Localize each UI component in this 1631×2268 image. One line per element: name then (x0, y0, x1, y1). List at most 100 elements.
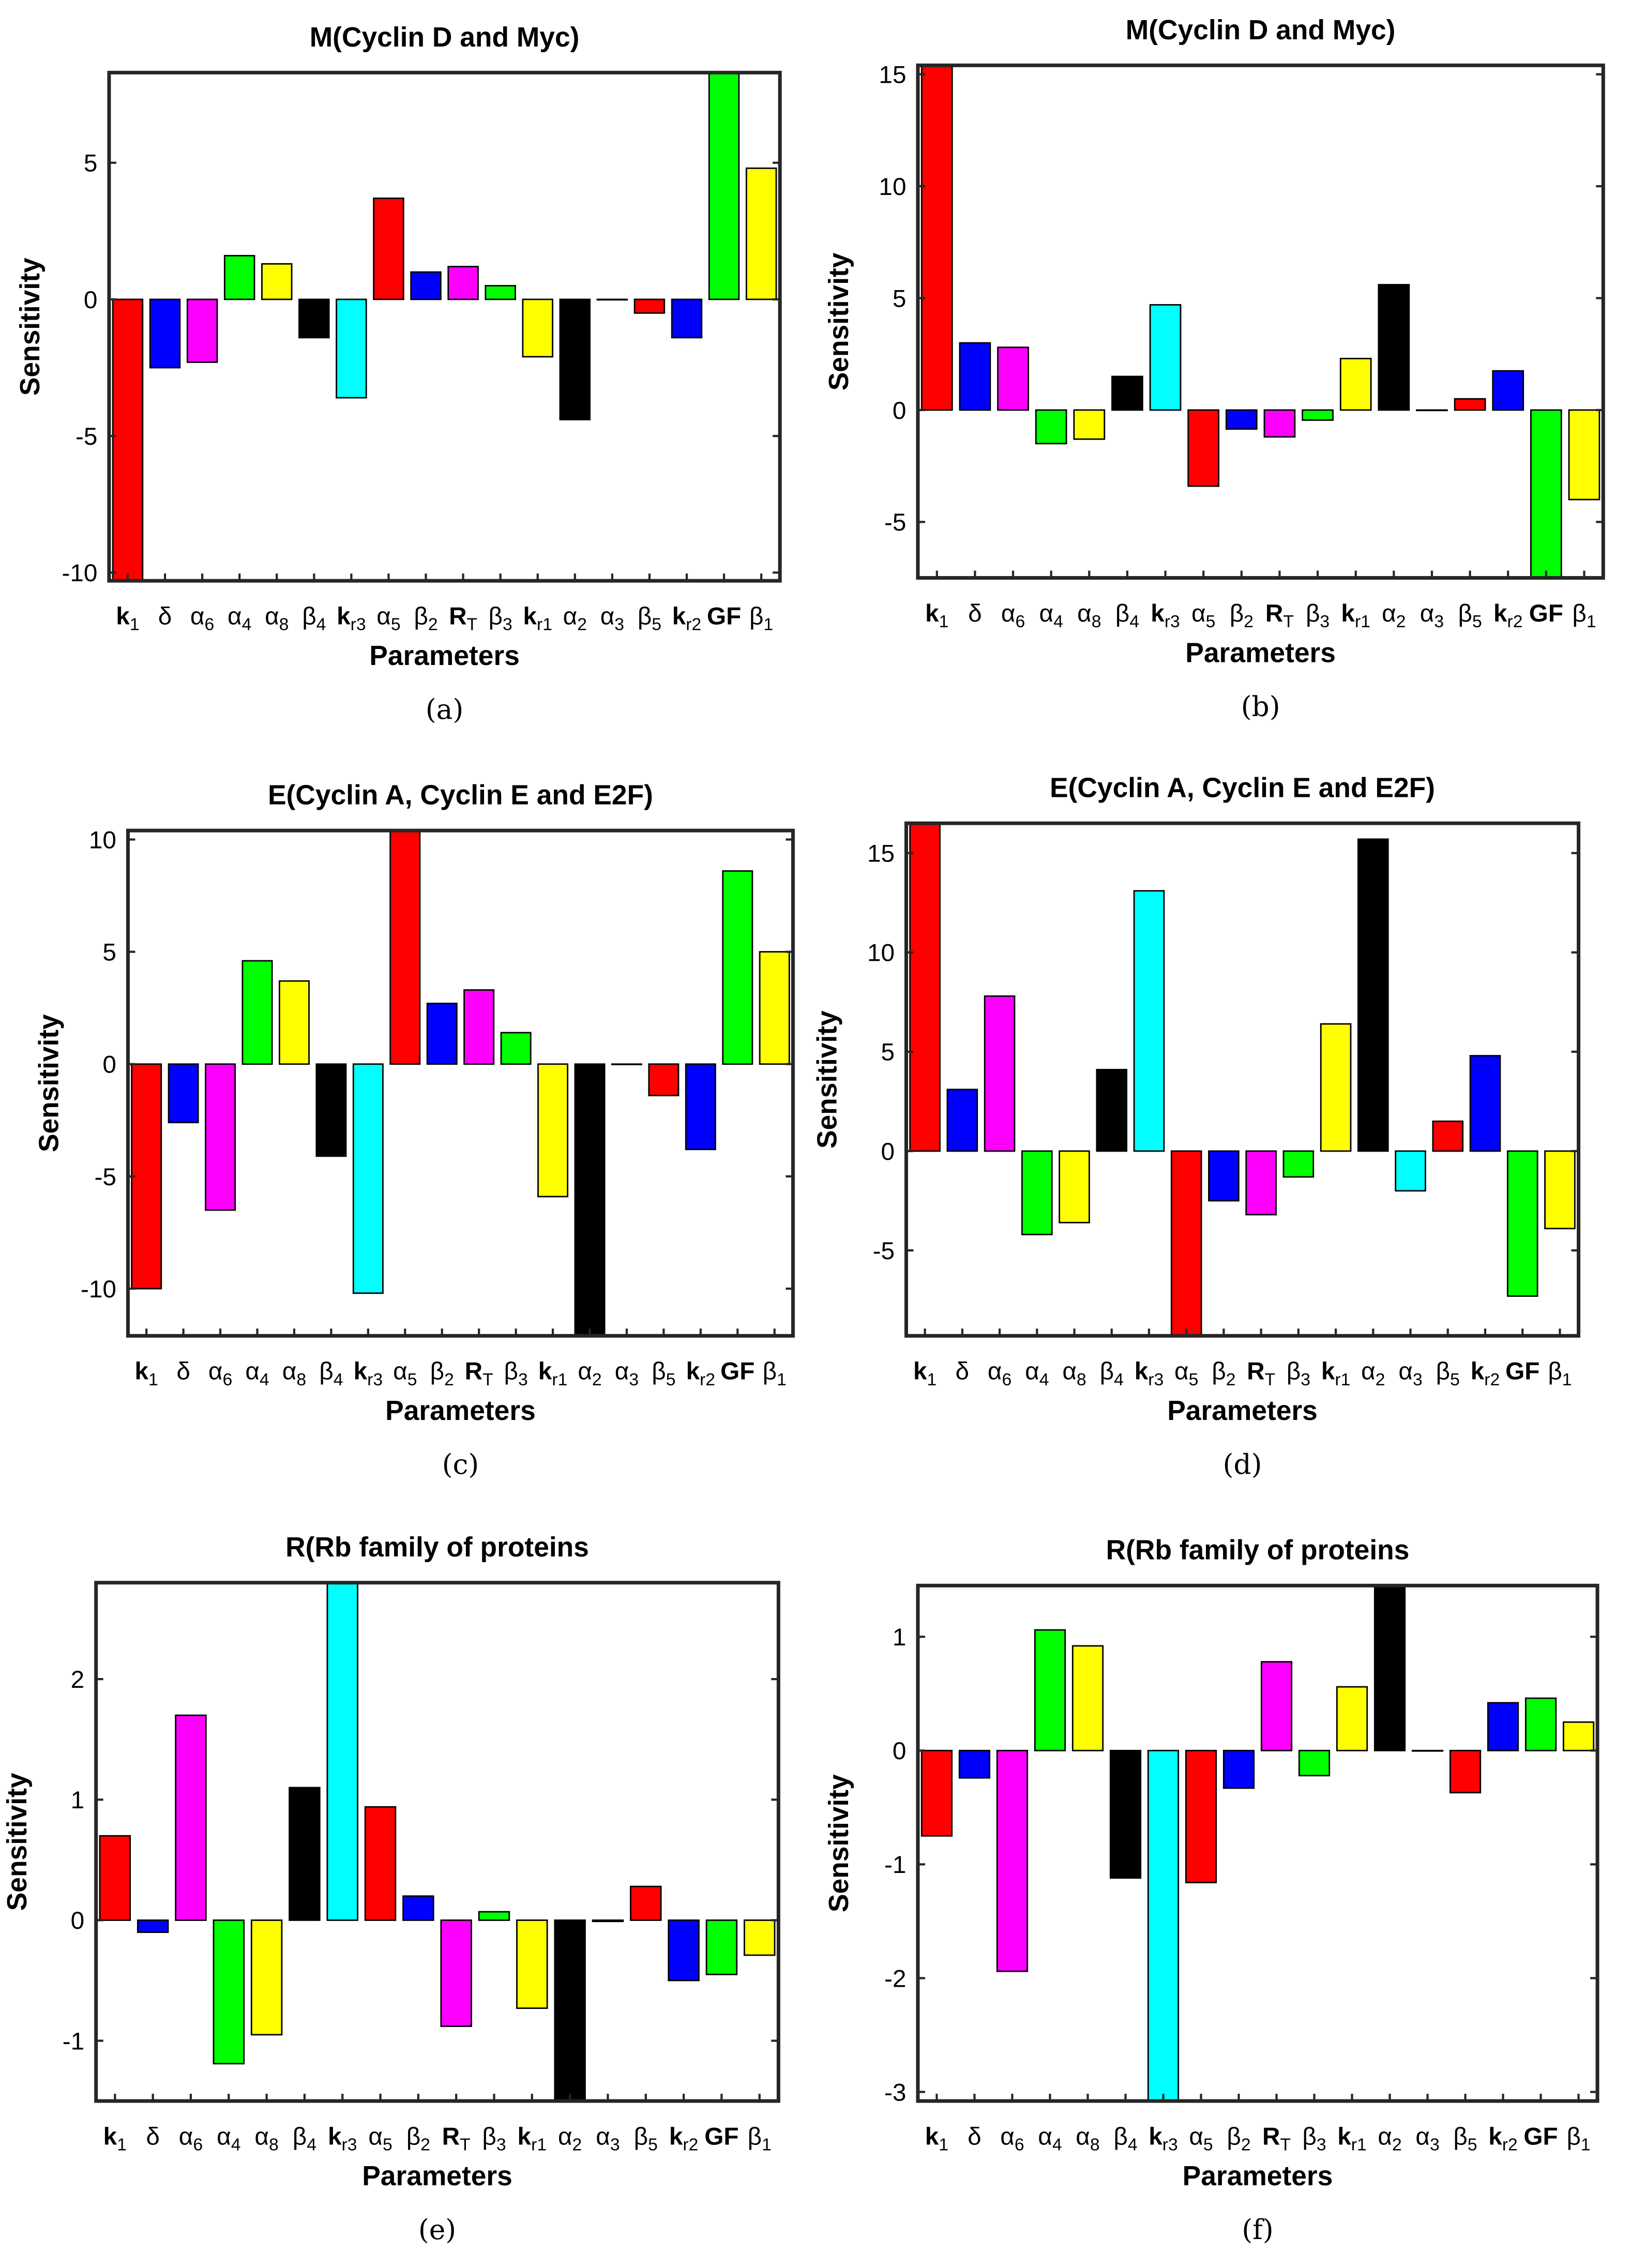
x-tick-label: α2 (1361, 1358, 1385, 1389)
bar-3 (213, 1919, 245, 2065)
panel-caption: (d) (1223, 1448, 1262, 1480)
x-tick-label: α3 (1420, 600, 1444, 631)
x-tick-label: β2 (430, 1358, 454, 1389)
bar-4 (278, 980, 310, 1065)
bar-9 (463, 989, 495, 1065)
x-tick-label: δ (158, 602, 172, 630)
bar-15 (668, 1919, 700, 1982)
x-tick-label: α2 (578, 1358, 601, 1389)
bar-9 (1260, 1661, 1293, 1751)
x-tick-label: GF (1523, 2123, 1558, 2150)
y-tick-label: 5 (84, 150, 98, 177)
x-tick-label: δ (968, 2123, 981, 2150)
x-tick-label: α4 (245, 1358, 269, 1389)
x-tick-label: kr1 (1321, 1358, 1351, 1389)
bar-12 (574, 1063, 606, 1337)
bar-7 (389, 829, 421, 1065)
y-tick-label: 1 (71, 1787, 85, 1814)
bar-15 (685, 1063, 716, 1151)
x-tick-label: β5 (634, 2123, 658, 2154)
x-tick-label: kr3 (1149, 2123, 1178, 2154)
y-tick-label: 0 (102, 1051, 116, 1079)
bar-11 (537, 1063, 569, 1198)
bar-16 (1530, 409, 1562, 579)
x-tick-label: kr2 (1471, 1358, 1500, 1389)
x-tick-label: α6 (988, 1358, 1011, 1389)
x-tick-label: α2 (558, 2123, 582, 2154)
bar-4 (250, 1919, 283, 2036)
x-tick-label: RT (465, 1358, 493, 1389)
x-tick-label: β5 (652, 1358, 675, 1389)
bar-2 (996, 1749, 1029, 1972)
x-tick-label: kr3 (354, 1358, 383, 1389)
bar-2 (984, 995, 1016, 1152)
bar-8 (426, 1003, 458, 1065)
x-tick-label: α3 (596, 2123, 620, 2154)
bar-5 (1111, 375, 1143, 411)
panel-caption: (c) (442, 1448, 479, 1480)
x-tick-label: α8 (282, 1358, 306, 1389)
bar-13 (611, 1063, 642, 1066)
y-axis-label: Sensitivity (824, 1774, 854, 1912)
x-tick-label: δ (146, 2123, 160, 2150)
x-tick-label: β1 (1566, 2123, 1590, 2154)
bar-10 (1298, 1749, 1331, 1777)
x-tick-label: k1 (925, 600, 948, 631)
bar-17 (745, 167, 777, 300)
bar-4 (1059, 1150, 1090, 1223)
axes-box (126, 828, 795, 1338)
x-tick-label: α3 (1398, 1358, 1422, 1389)
axes-box (94, 1581, 780, 2103)
bar-2 (186, 298, 218, 363)
x-axis-label: Parameters (1183, 2161, 1333, 2191)
x-tick-label: β4 (1113, 2123, 1137, 2154)
panel-caption: (a) (426, 693, 463, 725)
y-tick-label: 5 (102, 939, 116, 966)
x-tick-label: kr2 (1493, 600, 1523, 631)
bar-0 (112, 298, 144, 582)
chart-panel-a: -10 -5 0 5 k1 δ α6 α4 α8 β4 kr3 α5 β2 RT β3 kr1 α2 α3 β5 kr… (15, 22, 782, 725)
x-tick-label: α3 (1415, 2123, 1439, 2154)
y-tick-label: 0 (893, 397, 907, 425)
y-tick-label: -3 (884, 2079, 906, 2106)
bar-15 (1487, 1702, 1519, 1751)
x-tick-label: β3 (489, 602, 512, 634)
x-tick-label: α4 (1039, 600, 1063, 631)
bar-1 (149, 298, 181, 369)
y-axis-label: Sensitivity (824, 252, 854, 390)
bar-0 (920, 64, 953, 411)
chart-title: M(Cyclin D and Myc) (310, 22, 580, 53)
y-tick-label: 0 (84, 286, 98, 314)
bar-13 (1416, 409, 1448, 412)
x-tick-label: α5 (1174, 1358, 1198, 1389)
bar-3 (241, 960, 273, 1065)
bar-7 (364, 1806, 397, 1921)
x-tick-label: GF (1529, 600, 1563, 627)
x-tick-label: β4 (1100, 1358, 1124, 1389)
x-tick-label: α2 (1382, 600, 1406, 631)
x-tick-label: kr3 (1151, 600, 1180, 631)
bar-3 (1035, 409, 1067, 445)
bar-9 (1245, 1150, 1277, 1216)
x-tick-label: β5 (1436, 1358, 1460, 1389)
bar-16 (1506, 1150, 1538, 1297)
x-tick-label: δ (176, 1358, 190, 1385)
bar-5 (1109, 1749, 1142, 1879)
bar-15 (671, 298, 703, 339)
y-tick-label: -5 (75, 423, 97, 450)
x-tick-label: kr1 (1341, 600, 1370, 631)
x-tick-label: RT (1247, 1358, 1275, 1389)
bar-12 (554, 1919, 586, 2102)
x-tick-label: α2 (563, 602, 587, 634)
y-tick-label: 10 (879, 173, 906, 201)
bar-9 (1263, 409, 1296, 438)
bar-0 (99, 1835, 131, 1921)
x-tick-label: β1 (1548, 1358, 1572, 1389)
x-tick-label: RT (449, 602, 477, 634)
bar-12 (1373, 1584, 1406, 1751)
x-tick-label: δ (956, 1358, 970, 1385)
bar-15 (1492, 370, 1524, 411)
bar-4 (261, 263, 293, 300)
bar-8 (1222, 1749, 1255, 1789)
